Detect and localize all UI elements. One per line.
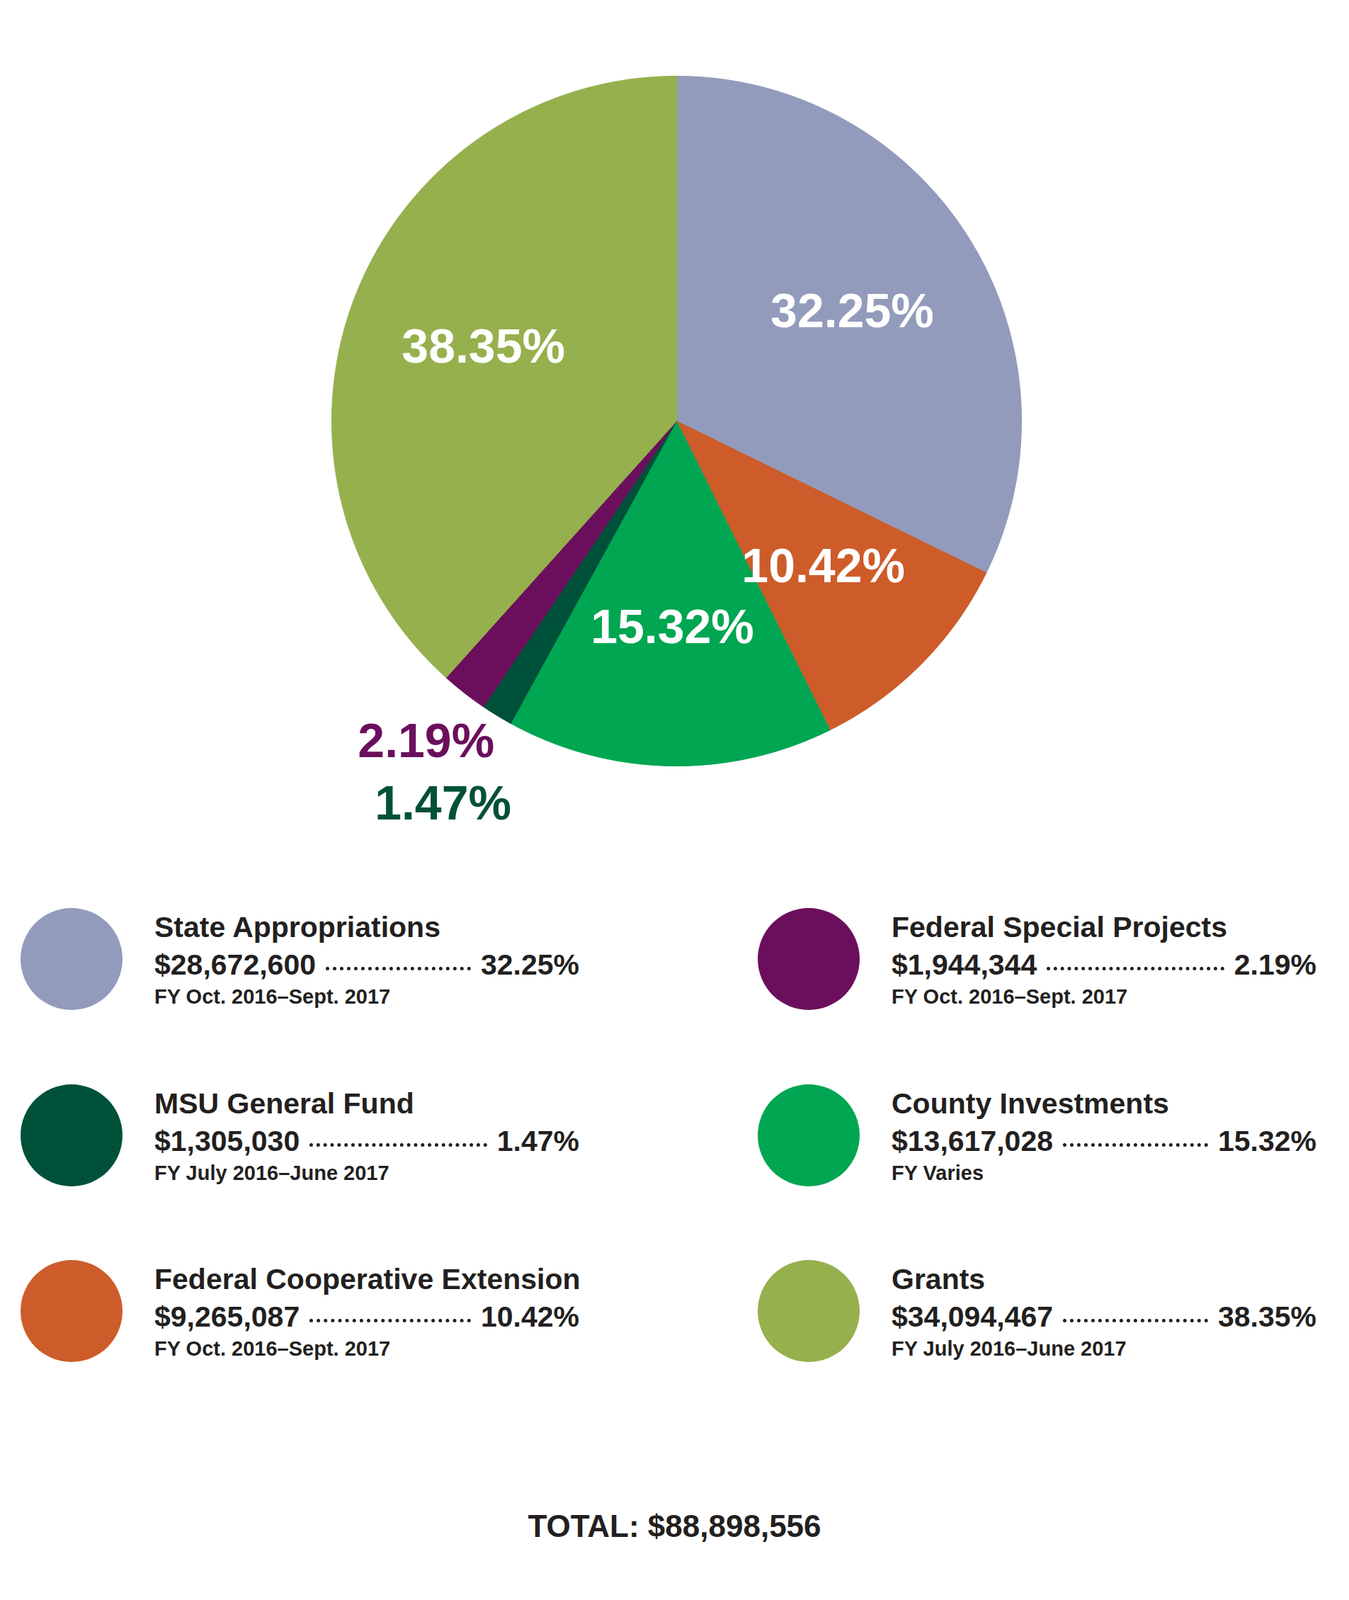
html-text:MSU General Fund: MSU General Fund (154, 1086, 415, 1120)
html-text:Federal Cooperative Extension: Federal Cooperative Extension (154, 1262, 581, 1296)
html-text:FY Oct. 2016–Sept. 2017: FY Oct. 2016–Sept. 2017 (154, 1336, 391, 1360)
html-text:$34,094,467: $34,094,467 (891, 1300, 1053, 1333)
svg-text:15.32%: 15.32% (590, 599, 755, 653)
html-text:Grants: Grants (891, 1262, 986, 1296)
html-text:15.32%: 15.32% (1217, 1124, 1317, 1158)
svg-text:32.25%: 32.25% (770, 283, 935, 338)
svg-text:10.42%: 10.42% (741, 538, 905, 593)
html-text:FY July 2016–June 2017: FY July 2016–June 2017 (154, 1161, 390, 1185)
html-text:$28,672,600: $28,672,600 (154, 948, 316, 981)
svg-text:2.19%: 2.19% (357, 713, 495, 767)
html-text:County Investments: County Investments (891, 1086, 1169, 1120)
html-text:FY July 2016–June 2017: FY July 2016–June 2017 (891, 1336, 1127, 1360)
html-text:TOTAL: $88,898,556: TOTAL: $88,898,556 (527, 1508, 822, 1544)
html-text:FY Oct. 2016–Sept. 2017: FY Oct. 2016–Sept. 2017 (154, 985, 391, 1008)
html-text:FY Oct. 2016–Sept. 2017: FY Oct. 2016–Sept. 2017 (891, 985, 1128, 1008)
html-text:38.35%: 38.35% (1217, 1300, 1317, 1333)
html-text:32.25%: 32.25% (480, 948, 580, 981)
html-text:$1,944,344: $1,944,344 (891, 948, 1037, 981)
html-text:2.19%: 2.19% (1234, 948, 1317, 981)
html-text:Federal Special Projects: Federal Special Projects (891, 910, 1228, 944)
svg-text:1.47%: 1.47% (374, 775, 512, 830)
svg-text:38.35%: 38.35% (401, 318, 566, 373)
html-text:$1,305,030: $1,305,030 (154, 1124, 300, 1158)
html-text:1.47%: 1.47% (496, 1124, 580, 1158)
html-text:FY Varies: FY Varies (891, 1161, 984, 1185)
html-text:State Appropriations: State Appropriations (154, 910, 441, 944)
html-text:$9,265,087: $9,265,087 (154, 1300, 300, 1333)
html-text:$13,617,028: $13,617,028 (891, 1124, 1053, 1158)
html-text:10.42%: 10.42% (480, 1300, 580, 1333)
